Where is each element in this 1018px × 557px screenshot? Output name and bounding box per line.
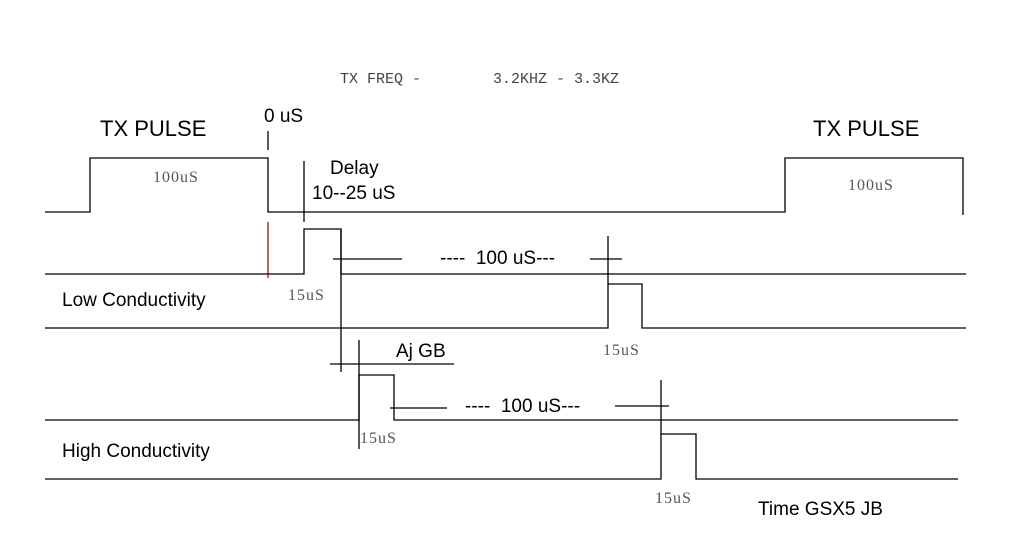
tx-pulse-label-right: TX PULSE: [813, 116, 920, 141]
high-conductivity-waveform-bottom: [45, 433, 958, 480]
low-conductivity-label: Low Conductivity: [62, 290, 206, 311]
frequency-title: TX FREQ - 3.2KHZ - 3.3KZ: [340, 71, 620, 88]
tx-pulse-waveform: [45, 157, 964, 215]
pulse-width-right: 100uS: [848, 177, 894, 194]
low-pulse1-width: 15uS: [288, 287, 325, 304]
delay-range: 10--25 uS: [312, 183, 396, 204]
high-period-label: ---- 100 uS---: [465, 396, 581, 417]
tx-pulse-label-left: TX PULSE: [100, 116, 207, 141]
aj-gb-label: Aj GB: [396, 341, 446, 362]
credit-label: Time GSX5 JB: [758, 499, 883, 520]
low-conductivity-waveform-bottom: [45, 283, 966, 329]
high-conductivity-label: High Conductivity: [62, 441, 210, 462]
high-pulse1-width: 15uS: [360, 430, 397, 447]
low-period-label: ---- 100 uS---: [440, 248, 556, 269]
zero-label: 0 uS: [264, 106, 304, 127]
delay-label: Delay: [330, 158, 379, 179]
low-conductivity-waveform-top: [45, 228, 966, 275]
high-pulse2-width: 15uS: [655, 490, 692, 507]
high-conductivity-waveform-top: [45, 374, 958, 421]
pulse-width-left: 100uS: [153, 169, 199, 186]
low-pulse2-width: 15uS: [603, 342, 640, 359]
